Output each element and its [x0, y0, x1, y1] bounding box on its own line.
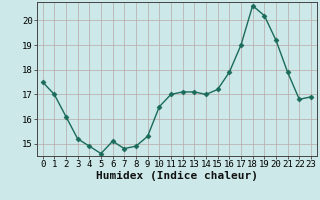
X-axis label: Humidex (Indice chaleur): Humidex (Indice chaleur) [96, 171, 258, 181]
